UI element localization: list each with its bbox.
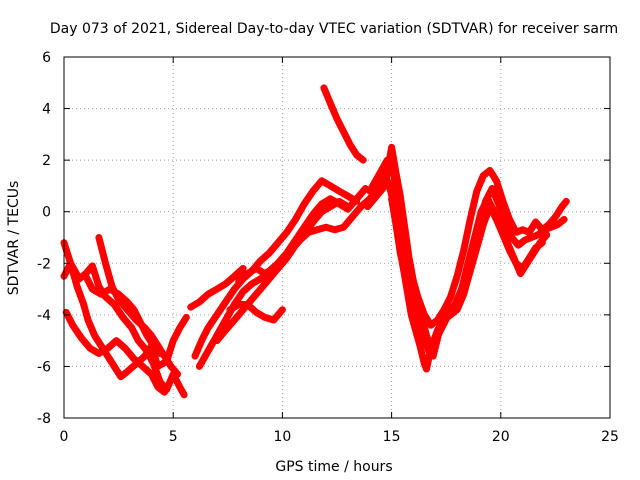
series-track-9 <box>226 301 286 324</box>
series-track-11 <box>213 197 352 345</box>
x-tick-label: 10 <box>273 429 291 445</box>
grid-lines <box>64 57 610 418</box>
axis-ticks: 0 5 10 15 20 25 -8 -6 -4 -2 0 2 4 6 <box>37 50 619 445</box>
series-track-6 <box>191 177 361 360</box>
y-tick-label: 4 <box>42 102 51 118</box>
y-tick-label: -2 <box>37 256 51 272</box>
y-tick-label: -6 <box>37 359 51 375</box>
chart-title: Day 073 of 2021, Sidereal Day-to-day VTE… <box>50 21 618 37</box>
y-tick-label: -8 <box>37 411 51 427</box>
x-tick-label: 5 <box>169 429 178 445</box>
series-track-3 <box>62 308 168 396</box>
x-tick-label: 20 <box>492 429 510 445</box>
y-tick-label: 0 <box>42 205 51 221</box>
x-tick-label: 15 <box>383 429 401 445</box>
series-track-8 <box>187 264 247 311</box>
y-tick-label: 2 <box>42 153 51 169</box>
y-axis-label: SDTVAR / TECUs <box>6 181 22 296</box>
series-track-12 <box>320 84 367 164</box>
x-axis-label: GPS time / hours <box>275 459 392 475</box>
series-track-5 <box>82 272 164 357</box>
data-series <box>60 84 570 399</box>
x-tick-label: 25 <box>601 429 619 445</box>
x-tick-label: 0 <box>60 429 69 445</box>
y-tick-label: -4 <box>37 308 51 324</box>
series-track-10 <box>235 174 389 285</box>
series-track-16 <box>366 156 568 360</box>
y-tick-label: 6 <box>42 50 51 66</box>
plot-frame <box>63 56 611 419</box>
